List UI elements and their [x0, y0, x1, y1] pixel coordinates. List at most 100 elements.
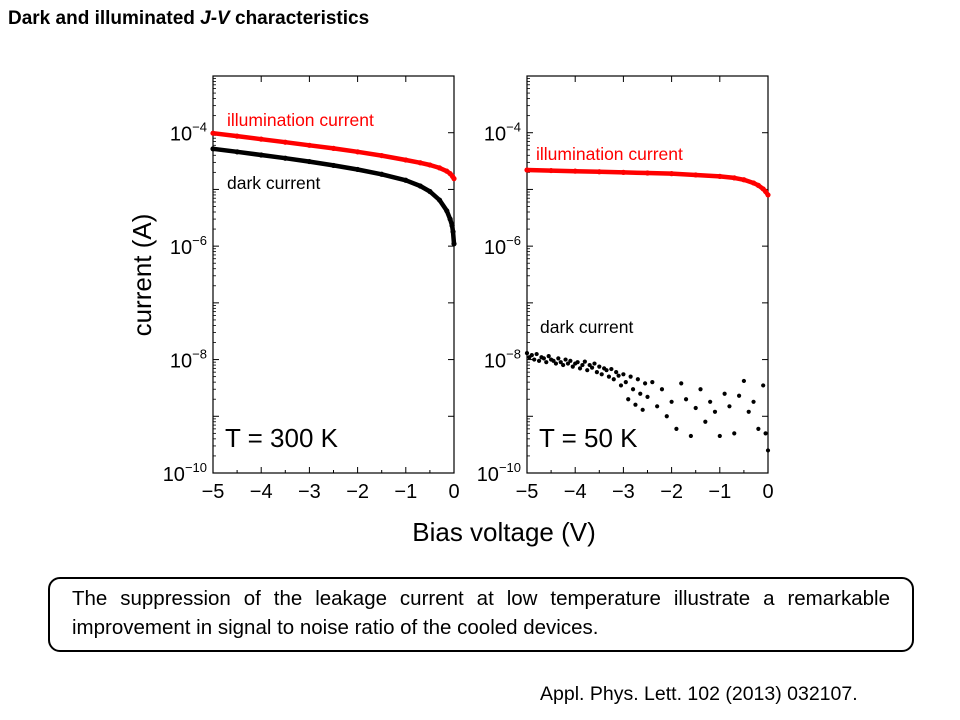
data-point — [756, 426, 761, 431]
chart-panel-2: −5 −4 −3 −2 −1 0 10−10 10−8 10−6 10−4 illumination… — [477, 75, 774, 503]
data-point — [630, 387, 636, 392]
data-point — [597, 364, 602, 369]
data-point — [565, 361, 571, 366]
series-curve — [524, 167, 771, 198]
data-point — [551, 358, 556, 363]
data-point — [594, 370, 599, 375]
caption-text: The suppression of the leakage current a… — [72, 587, 890, 639]
dark-series — [210, 146, 457, 247]
y-tick-label: 10−4 — [170, 120, 207, 146]
data-point — [534, 351, 539, 357]
x-tick-label: −4 — [564, 481, 587, 503]
illumination-series — [210, 130, 457, 182]
data-point — [580, 362, 585, 368]
data-point — [541, 356, 546, 361]
y-tick-label: 10−8 — [170, 347, 207, 373]
data-point — [727, 404, 732, 409]
illumination-series — [524, 167, 771, 198]
x-tick-label: −2 — [346, 481, 369, 503]
data-point — [556, 356, 561, 361]
y-tick-label: 10−6 — [484, 233, 521, 259]
data-point — [708, 399, 713, 404]
y-tick-label: 10−8 — [484, 347, 521, 373]
y-tick-label: 10−10 — [163, 460, 207, 486]
data-point — [614, 370, 619, 375]
data-point — [712, 409, 718, 414]
data-point — [599, 372, 604, 377]
reference-citation: Appl. Phys. Lett. 102 (2013) 032107. — [540, 683, 858, 705]
data-point — [746, 409, 751, 414]
data-point — [717, 433, 722, 439]
data-point — [592, 361, 597, 366]
data-point — [621, 372, 626, 377]
data-point — [765, 448, 771, 453]
data-point — [585, 368, 590, 373]
data-point — [553, 361, 559, 366]
data-point — [589, 365, 595, 370]
data-point — [693, 405, 698, 411]
x-tick-label: −2 — [660, 481, 683, 503]
series-label: dark current — [540, 317, 634, 337]
data-point — [635, 377, 640, 382]
series-label: dark current — [227, 173, 321, 193]
data-point — [659, 387, 665, 392]
x-tick-label: 0 — [448, 481, 459, 503]
data-point — [524, 351, 530, 356]
slide-title: Dark and illuminated J-V characteristics — [8, 8, 369, 30]
data-point — [741, 378, 747, 384]
y-axis-title: current (A) — [127, 214, 157, 337]
y-tick-label: 10−4 — [484, 120, 521, 146]
data-point — [683, 397, 689, 402]
plot-frame — [526, 75, 769, 474]
data-point — [688, 433, 693, 439]
slide-title-emphasis: J-V — [200, 8, 230, 29]
x-tick-label: −5 — [202, 481, 225, 503]
data-point — [664, 414, 669, 419]
slide-title-prefix: Dark and illuminated — [8, 8, 201, 29]
data-point — [623, 380, 628, 385]
data-point — [618, 383, 624, 388]
x-tick-label: −3 — [298, 481, 321, 503]
series-label: illumination current — [227, 110, 374, 130]
data-point — [546, 354, 551, 359]
data-point — [650, 380, 655, 385]
x-tick-label: −4 — [250, 481, 273, 503]
data-point — [751, 399, 756, 404]
y-tick-label: 10−10 — [477, 460, 521, 486]
data-point — [736, 393, 742, 398]
data-point — [609, 366, 614, 372]
data-point — [703, 419, 708, 424]
data-point — [626, 397, 631, 402]
x-axis-title: Bias voltage (V) — [412, 517, 596, 547]
data-point — [645, 394, 650, 399]
series-curve — [210, 146, 457, 247]
x-tick-label: −1 — [708, 481, 731, 503]
data-point — [638, 391, 643, 396]
data-point — [558, 360, 563, 365]
data-point — [544, 360, 549, 365]
data-point — [529, 352, 534, 358]
x-tick-label: −1 — [394, 481, 417, 503]
data-point — [577, 366, 583, 371]
data-point — [628, 374, 633, 379]
data-point — [575, 360, 580, 365]
data-point — [570, 364, 575, 369]
data-point — [698, 387, 703, 392]
data-point — [606, 374, 612, 379]
data-point — [611, 377, 616, 382]
x-tick-label: −3 — [612, 481, 635, 503]
data-point — [633, 402, 638, 407]
data-point — [604, 368, 609, 373]
series-curve — [210, 130, 457, 181]
data-point — [655, 404, 660, 409]
slide-title-suffix: characteristics — [229, 8, 370, 29]
data-point — [732, 431, 737, 436]
data-point — [722, 391, 727, 396]
series-label: illumination current — [536, 144, 683, 164]
data-point — [640, 407, 645, 412]
temperature-annotation: T = 300 K — [225, 423, 339, 453]
data-point — [642, 381, 648, 386]
data-point — [568, 358, 573, 363]
data-point — [761, 383, 766, 388]
